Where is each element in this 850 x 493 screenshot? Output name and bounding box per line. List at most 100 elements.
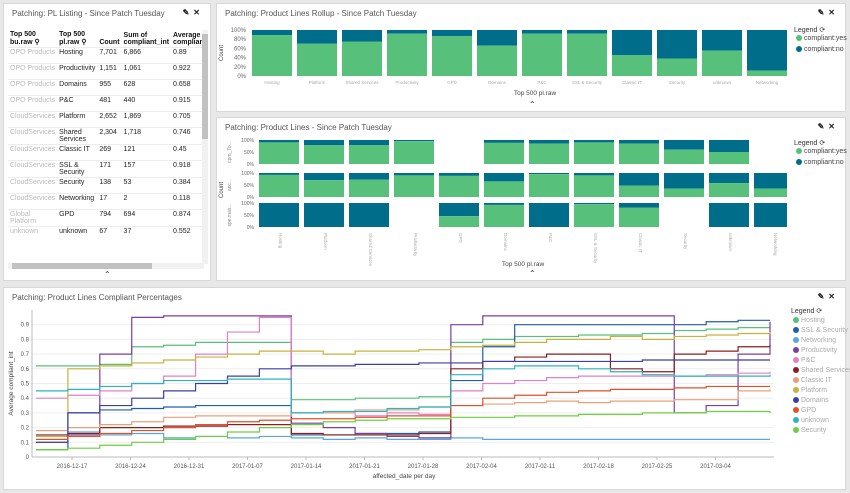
column-header[interactable]: Top 500 bu.raw ⚲ bbox=[10, 31, 40, 46]
column-header[interactable]: Count bbox=[99, 39, 120, 46]
bar-segment-no bbox=[574, 173, 614, 176]
close-icon[interactable]: ✕ bbox=[193, 8, 204, 17]
table-cell: 37 bbox=[121, 226, 172, 243]
collapse-chevron-icon[interactable]: ⌃ bbox=[104, 270, 111, 279]
y-tick-label: 0.9 bbox=[21, 323, 30, 329]
table-row[interactable]: CloudServices Shared Services 2,304 1,718 0.… bbox=[8, 127, 203, 145]
close-icon[interactable]: ✕ bbox=[828, 8, 839, 17]
x-tick-label: Classic IT bbox=[622, 80, 642, 85]
y-tick-label: 0.8 bbox=[21, 337, 30, 343]
y-tick-label: 0 bbox=[26, 455, 30, 461]
y-tick-label: 0% bbox=[237, 74, 246, 80]
close-icon[interactable]: ✕ bbox=[828, 292, 839, 301]
vertical-scrollbar[interactable] bbox=[202, 30, 208, 264]
bar-segment-yes bbox=[484, 204, 524, 227]
x-tick-label: Hosting bbox=[264, 80, 280, 85]
table-row[interactable]: CloudServices Security 138 53 0.384 bbox=[8, 177, 203, 194]
bar-segment-yes bbox=[439, 175, 479, 197]
table-row[interactable]: CloudServices Platform 2,652 1,869 0.705 bbox=[8, 111, 203, 128]
column-header[interactable]: Sum of compliant_int bbox=[123, 32, 170, 46]
bar-segment-yes bbox=[702, 50, 742, 76]
table-cell: CloudServices bbox=[8, 111, 58, 128]
legend-title: Legend ⟳ bbox=[791, 307, 822, 315]
y-tick-label: 0.2 bbox=[21, 426, 30, 432]
table-row[interactable]: CloudServices SSL & Security 171 157 0.918 bbox=[8, 160, 203, 178]
table-cell: 17 bbox=[97, 193, 122, 210]
bar-segment-no bbox=[702, 30, 742, 51]
legend-label: compliant:yes bbox=[804, 148, 847, 155]
bar-segment-no bbox=[304, 173, 344, 181]
table-cell: 0.45 bbox=[171, 144, 203, 161]
legend-item-no[interactable]: compliant:no bbox=[796, 159, 844, 166]
bar-segment-no bbox=[439, 173, 479, 176]
legend-label: Classic IT bbox=[801, 377, 832, 384]
bar-segment-yes bbox=[259, 174, 299, 197]
table-row[interactable]: OPO Products Hosting 7,701 6,866 0.89 bbox=[8, 47, 203, 64]
collapse-chevron-icon[interactable]: ⌃ bbox=[529, 100, 536, 109]
table-row[interactable]: unknown unknown 67 37 0.552 bbox=[8, 226, 203, 243]
edit-icon[interactable]: ✎ bbox=[182, 8, 194, 17]
legend-item[interactable]: GPD bbox=[793, 407, 816, 414]
column-header[interactable]: Average compliant bbox=[173, 32, 203, 46]
table-row[interactable]: OPO Products Productivity 1,151 1,061 0.922 bbox=[8, 63, 203, 80]
x-tick-label: Shared Services bbox=[368, 233, 373, 267]
refresh-icon[interactable]: ⟳ bbox=[816, 308, 823, 315]
y-tick-label: 0% bbox=[247, 195, 255, 201]
edit-icon[interactable]: ✎ bbox=[817, 292, 829, 301]
table-cell: P&C bbox=[57, 95, 98, 112]
legend-label: compliant:yes bbox=[804, 35, 847, 42]
legend-item[interactable]: Domains bbox=[793, 397, 829, 404]
edit-icon[interactable]: ✎ bbox=[817, 8, 829, 17]
table-row[interactable]: CloudServices Networking 17 2 0.118 bbox=[8, 193, 203, 210]
table-cell: Networking bbox=[57, 193, 98, 210]
bar-segment-yes bbox=[484, 181, 524, 197]
row-label: spe.max... bbox=[227, 203, 233, 226]
table-container: Top 500 bu.raw ⚲ Top 500 pl.raw ⚲ Count Sum… bbox=[8, 30, 203, 264]
edit-icon[interactable]: ✎ bbox=[817, 122, 829, 131]
legend-item-yes[interactable]: compliant:yes bbox=[796, 148, 847, 155]
series-line bbox=[36, 385, 770, 440]
legend-label: Security bbox=[801, 427, 827, 434]
panel-tools: ✎✕ bbox=[818, 122, 839, 131]
horizontal-scrollbar[interactable] bbox=[8, 263, 204, 269]
table-cell: 0.746 bbox=[171, 127, 203, 145]
legend-item[interactable]: P&C bbox=[793, 357, 815, 364]
table-row[interactable]: OPO Products P&C 481 440 0.915 bbox=[8, 95, 203, 112]
column-header[interactable]: Top 500 pl.raw ⚲ bbox=[59, 31, 87, 46]
legend-item[interactable]: Classic IT bbox=[793, 377, 832, 384]
bar-segment-yes bbox=[484, 142, 524, 164]
collapse-chevron-icon[interactable]: ⌃ bbox=[529, 269, 536, 278]
refresh-icon[interactable]: ⟳ bbox=[819, 27, 826, 34]
table-cell: 121 bbox=[121, 144, 172, 161]
legend-dot bbox=[793, 347, 799, 354]
series-line bbox=[36, 359, 770, 443]
y-tick-label: 100% bbox=[241, 171, 254, 177]
x-axis-label: Top 500 pl.raw bbox=[514, 90, 557, 97]
table-row[interactable]: Global Platform GPD 794 694 0.874 bbox=[8, 209, 203, 227]
legend-item[interactable]: Platform bbox=[793, 387, 827, 394]
table-row[interactable]: OPO Products Domains 955 628 0.658 bbox=[8, 79, 203, 96]
scrollbar-thumb[interactable] bbox=[12, 263, 152, 269]
bar-segment-no bbox=[567, 30, 607, 34]
legend-label: Hosting bbox=[801, 317, 825, 324]
legend-item[interactable]: Security bbox=[793, 427, 826, 434]
x-tick-label: Platform bbox=[323, 233, 328, 250]
table-row[interactable]: CloudServices Classic IT 269 121 0.45 bbox=[8, 144, 203, 161]
rollup-panel: Patching: Product Lines Rollup - Since P… bbox=[216, 3, 847, 112]
series-line bbox=[36, 332, 771, 438]
legend-item-no[interactable]: compliant:no bbox=[796, 46, 844, 53]
legend-item-yes[interactable]: compliant:yes bbox=[796, 35, 847, 42]
x-tick-label: Domains bbox=[488, 80, 507, 85]
legend-item[interactable]: Productivity bbox=[793, 347, 837, 354]
scrollbar-thumb[interactable] bbox=[202, 34, 208, 139]
table-cell: 1,869 bbox=[121, 111, 172, 128]
legend-item[interactable]: unknown bbox=[793, 417, 829, 424]
legend-item[interactable]: Shared Services bbox=[793, 367, 850, 374]
legend-item[interactable]: SSL & Security bbox=[793, 327, 848, 334]
legend-item[interactable]: Networking bbox=[793, 337, 836, 344]
y-tick-label: 60% bbox=[234, 46, 247, 52]
bar-segment-yes bbox=[612, 55, 652, 76]
refresh-icon[interactable]: ⟳ bbox=[819, 140, 826, 147]
close-icon[interactable]: ✕ bbox=[828, 122, 839, 131]
legend-item[interactable]: Hosting bbox=[793, 317, 825, 324]
